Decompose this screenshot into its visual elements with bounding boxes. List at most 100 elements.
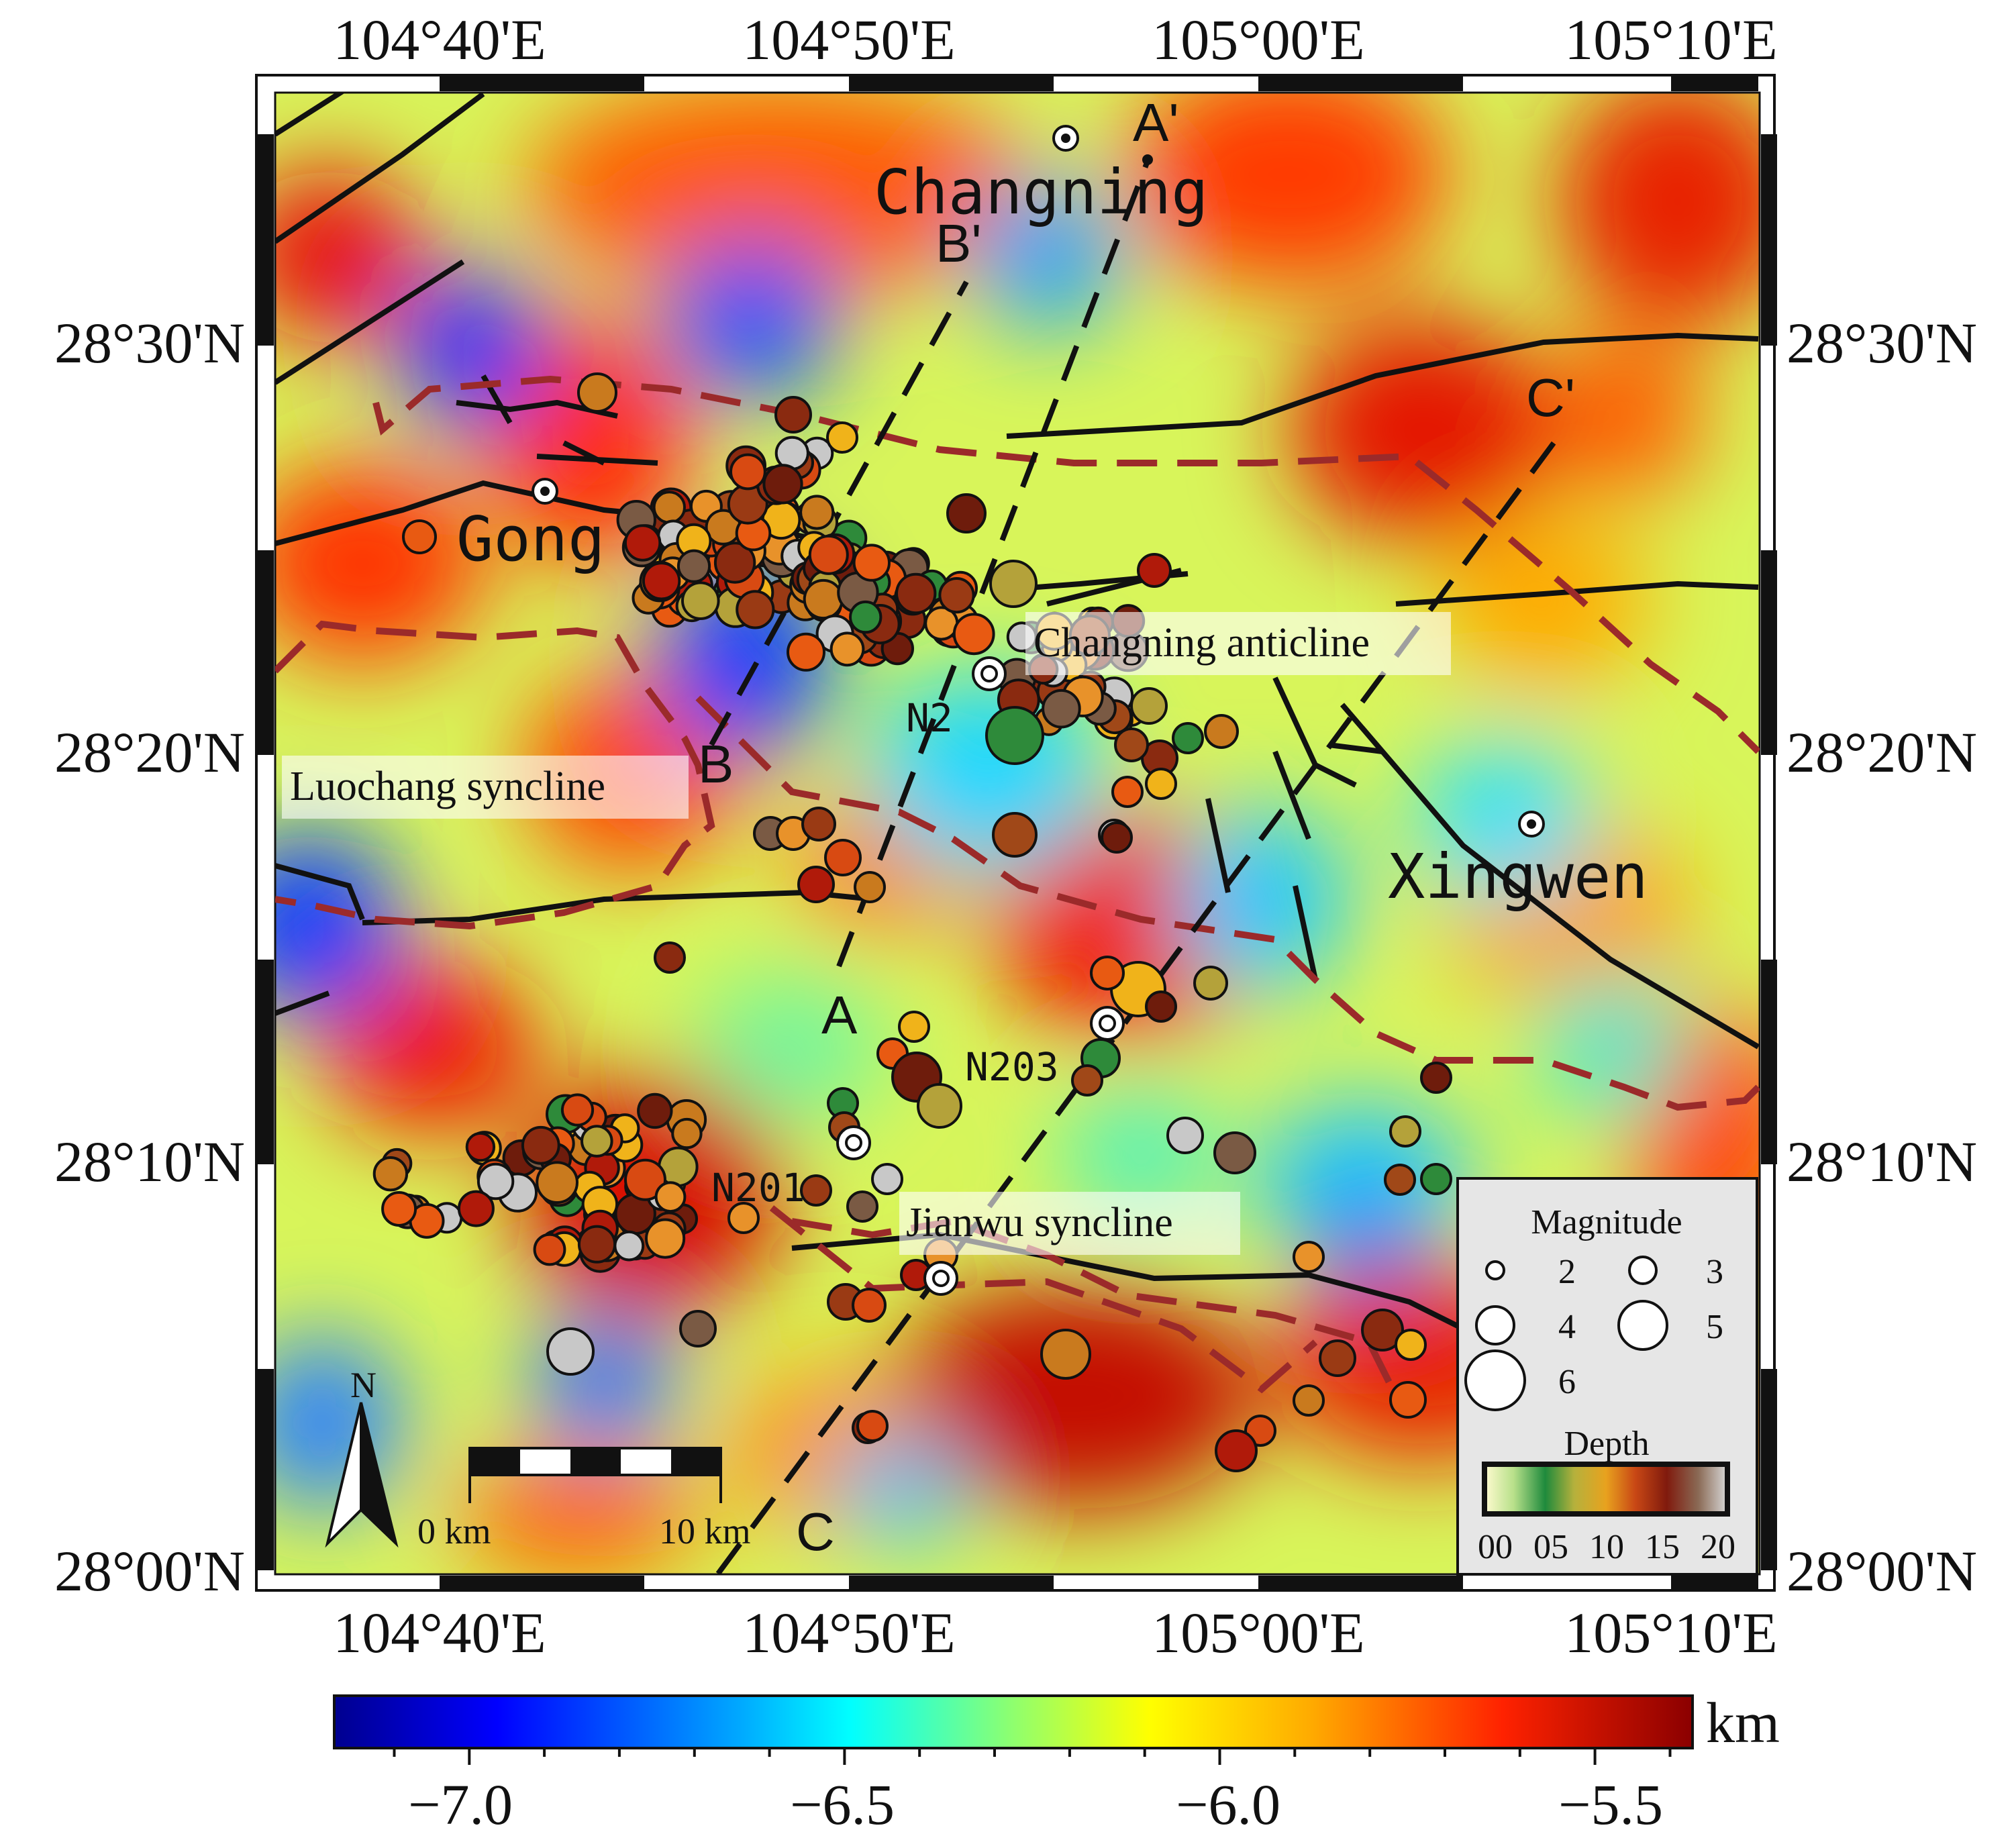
earthquake-marker <box>476 1162 515 1201</box>
depth-legend-title: Depth <box>1564 1425 1649 1463</box>
well-label-n2: N2 <box>906 695 953 741</box>
lat-label: 28°20'N <box>54 720 245 784</box>
scale-bar: 0 km 10 km <box>417 1447 751 1551</box>
earthquake-marker <box>577 372 617 413</box>
earthquake-marker <box>824 839 862 876</box>
earthquake-marker <box>1293 1241 1325 1273</box>
colorbar-tick-label: −6.5 <box>790 1772 895 1836</box>
earthquake-marker <box>1204 714 1239 749</box>
structure-labels: Changning anticline Luochang syncline Ji… <box>282 612 1451 1255</box>
colorbar-tick-label: −7.0 <box>408 1772 513 1836</box>
earthquake-marker <box>536 1161 578 1204</box>
scale-end-label: 10 km <box>659 1511 751 1551</box>
earthquake-marker <box>1111 776 1144 808</box>
earthquake-marker <box>457 1190 495 1227</box>
earthquake-marker <box>989 560 1038 608</box>
fold-axis <box>372 375 1760 754</box>
earthquake-marker <box>1114 727 1149 762</box>
well-marker-n203 <box>1090 1006 1125 1041</box>
earthquake-marker <box>1145 990 1177 1023</box>
earthquake-marker <box>985 706 1044 765</box>
profile-label-c: C <box>796 1502 835 1562</box>
lon-label: 104°50'E <box>742 1600 955 1665</box>
magnitude-label-2: 2 <box>1558 1253 1576 1291</box>
earthquake-marker <box>402 519 437 554</box>
label-jianwu-syncline: Jianwu syncline <box>906 1200 1173 1245</box>
earthquake-marker <box>1395 1329 1427 1361</box>
town-marker-xingwen <box>1518 811 1545 837</box>
profile-line-aa <box>836 160 1150 968</box>
colorbar: −7.0 −6.5 −6.0 −5.5 km <box>333 1690 1780 1836</box>
lon-labels-top: 104°40'E 104°50'E 105°00'E 105°10'E <box>333 7 1777 72</box>
anomaly-field <box>275 93 1760 1574</box>
earthquake-marker <box>946 493 987 533</box>
colorbar-ticks <box>393 1748 1672 1765</box>
earthquake-marker <box>465 1131 496 1162</box>
depth-tick: 00 <box>1478 1528 1513 1566</box>
lon-labels-bottom: 104°40'E 104°50'E 105°00'E 105°10'E <box>333 1600 1777 1665</box>
earthquake-marker <box>1042 688 1081 729</box>
lat-labels-right: 28°30'N 28°20'N 28°10'N 28°00'N <box>1786 311 1977 1603</box>
earthquake-marker <box>654 941 686 974</box>
magnitude-symbol-6 <box>1464 1349 1526 1411</box>
town-marker-gong <box>532 478 558 505</box>
lat-label: 28°10'N <box>1786 1129 1977 1194</box>
fault-line <box>1395 580 1759 607</box>
earthquake-marker <box>613 1230 645 1262</box>
earthquake-marker <box>736 590 775 629</box>
earthquake-marker <box>895 572 937 615</box>
earthquake-marker <box>623 524 662 562</box>
earthquake-marker <box>679 1310 717 1347</box>
earthquake-marker <box>624 1158 666 1201</box>
depth-tick: 15 <box>1645 1528 1680 1566</box>
fault-line <box>275 259 465 385</box>
earthquake-marker <box>917 1083 962 1129</box>
earthquake-marker <box>826 421 858 454</box>
label-luochang-syncline: Luochang syncline <box>290 764 605 809</box>
profile-label-c-prime: C' <box>1526 368 1575 427</box>
colorbar-unit-label: km <box>1706 1690 1780 1755</box>
earthquake-marker <box>846 1190 878 1223</box>
earthquake-marker <box>637 1092 673 1129</box>
earthquake-marker <box>762 464 803 505</box>
fault-line <box>1272 750 1311 840</box>
magnitude-symbol-3 <box>1628 1256 1658 1285</box>
earthquake-marker <box>1040 1329 1091 1380</box>
lon-label: 105°10'E <box>1564 1600 1777 1665</box>
earthquake-marker <box>800 1174 832 1207</box>
earthquake-marker <box>1213 1131 1256 1174</box>
lat-label: 28°00'N <box>54 1539 245 1603</box>
earthquake-marker <box>652 491 686 524</box>
earthquake-marker <box>852 544 891 582</box>
earthquake-marker <box>1319 1339 1356 1377</box>
earthquake-marker <box>654 1181 687 1213</box>
fold-axis <box>791 1217 1393 1384</box>
profile-label-b-prime: B' <box>936 213 982 273</box>
earthquake-marker <box>671 1117 703 1150</box>
lon-label: 105°00'E <box>1152 7 1364 72</box>
earthquake-marker <box>727 1202 760 1234</box>
lon-label: 105°10'E <box>1564 7 1777 72</box>
lat-label: 28°30'N <box>1786 311 1977 375</box>
well-label-n203: N203 <box>965 1044 1059 1090</box>
earthquake-marker <box>799 495 835 530</box>
earthquake-marker <box>681 581 720 621</box>
earthquake-marker <box>1071 1064 1103 1096</box>
earthquake-marker <box>1384 1164 1416 1196</box>
earthquake-marker <box>1193 966 1228 1001</box>
lat-label: 28°30'N <box>54 311 245 375</box>
depth-tick: 05 <box>1533 1528 1568 1566</box>
earthquake-marker <box>1361 1309 1404 1352</box>
earthquake-marker <box>381 1191 417 1227</box>
earthquake-marker <box>713 542 756 584</box>
magnitude-symbol-4 <box>1475 1305 1515 1345</box>
earthquake-marker <box>852 1288 887 1323</box>
legend-box: Magnitude 2 3 4 5 6 Depth 00 05 10 15 20 <box>1456 1177 1758 1576</box>
earthquake-marker <box>797 866 835 903</box>
earthquake-marker <box>1420 1163 1452 1195</box>
fault-line <box>1340 703 1760 1050</box>
earthquake-marker <box>938 577 975 614</box>
north-arrow: N <box>325 1365 399 1548</box>
earthquake-marker <box>992 812 1038 858</box>
